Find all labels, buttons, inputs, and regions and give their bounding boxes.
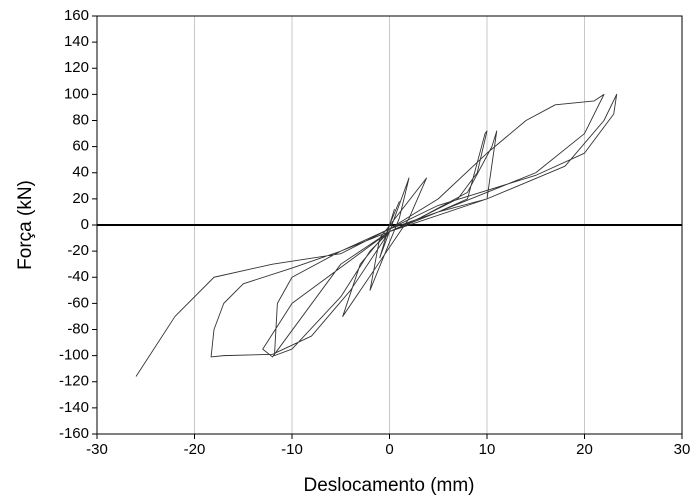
y-tick-label: -160: [59, 425, 89, 442]
y-tick-label: -60: [67, 294, 89, 311]
x-tick-label: -20: [184, 441, 206, 458]
y-tick-label: 60: [72, 138, 89, 155]
y-tick-label: 20: [72, 190, 89, 207]
x-tick-label: -30: [86, 441, 108, 458]
y-tick-label: 140: [64, 33, 89, 50]
y-tick-label: 120: [64, 59, 89, 76]
y-axis-title: Força (kN): [15, 180, 36, 270]
y-tick-label: 80: [72, 111, 89, 128]
x-tick-label: 20: [576, 441, 593, 458]
y-tick-label: 160: [64, 7, 89, 24]
y-tick-label: -120: [59, 373, 89, 390]
y-tick-label: -140: [59, 399, 89, 416]
y-tick-label: -20: [67, 242, 89, 259]
x-tick-label: 10: [479, 441, 496, 458]
y-tick-label: -40: [67, 268, 89, 285]
y-tick-label: 100: [64, 85, 89, 102]
y-tick-label: -80: [67, 320, 89, 337]
y-tick-label: 40: [72, 164, 89, 181]
x-tick-label: -10: [281, 441, 303, 458]
data-line: [135, 93, 618, 377]
y-tick-label: 0: [81, 216, 89, 233]
x-tick-label: 0: [385, 441, 393, 458]
y-tick-label: -100: [59, 347, 89, 364]
x-axis-title: Deslocamento (mm): [303, 475, 474, 496]
x-tick-label: 30: [674, 441, 691, 458]
